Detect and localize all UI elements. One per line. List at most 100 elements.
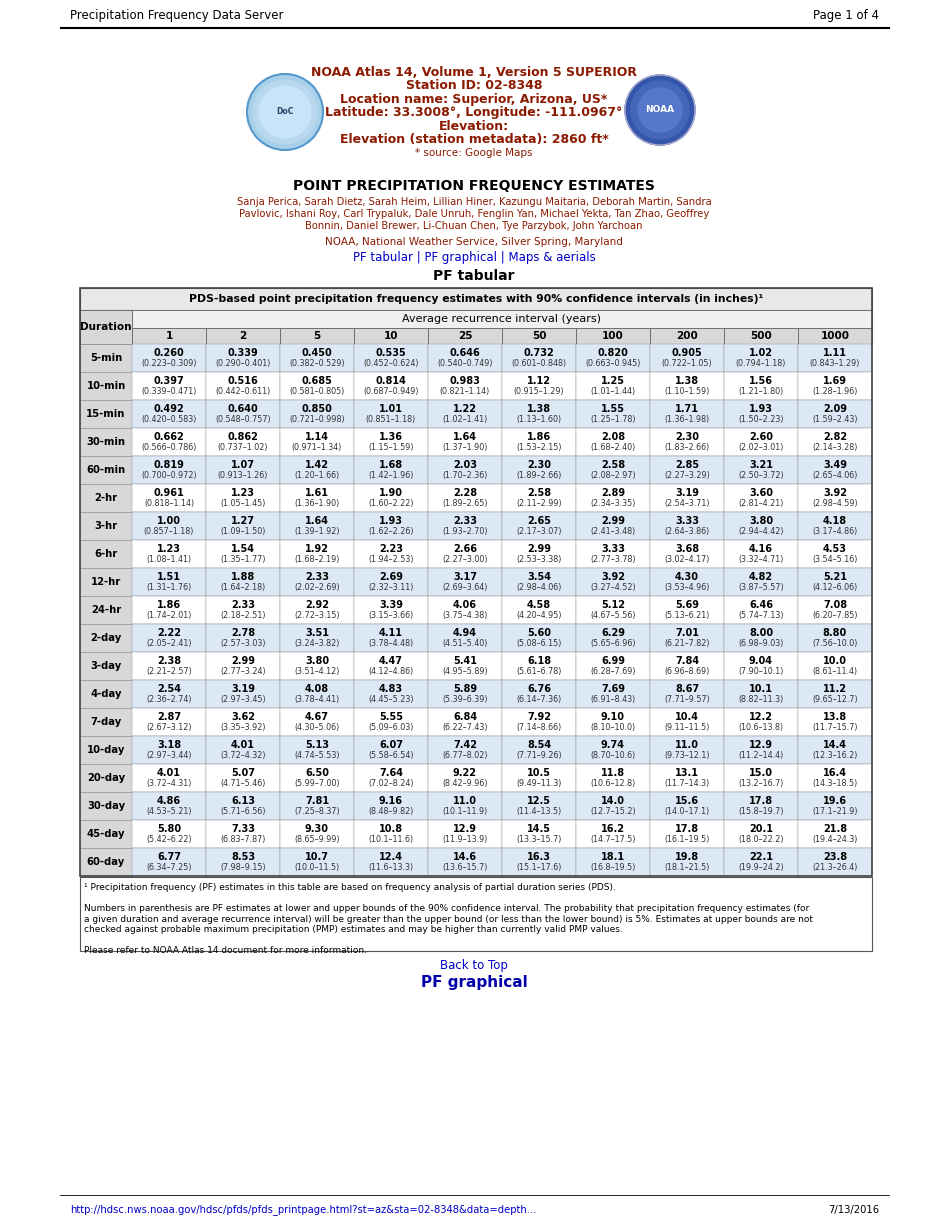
Text: (1.64–2.18): (1.64–2.18) bbox=[220, 583, 266, 592]
Bar bbox=[428, 568, 502, 596]
Text: (14.0–17.1): (14.0–17.1) bbox=[664, 807, 710, 816]
Bar bbox=[650, 708, 724, 736]
Text: (0.452–0.624): (0.452–0.624) bbox=[363, 359, 419, 369]
Text: 4.58: 4.58 bbox=[527, 600, 551, 611]
Text: 4.11: 4.11 bbox=[379, 628, 403, 638]
Text: (16.1–19.5): (16.1–19.5) bbox=[664, 834, 710, 844]
Text: 6.99: 6.99 bbox=[601, 656, 625, 666]
Bar bbox=[132, 820, 206, 848]
Text: 1.93: 1.93 bbox=[379, 516, 403, 526]
Bar bbox=[798, 820, 872, 848]
Text: 12.4: 12.4 bbox=[379, 852, 403, 863]
Bar bbox=[428, 764, 502, 791]
Text: (2.81–4.21): (2.81–4.21) bbox=[738, 499, 784, 508]
Bar bbox=[650, 653, 724, 680]
Text: (1.25–1.78): (1.25–1.78) bbox=[590, 415, 636, 424]
Text: 1.86: 1.86 bbox=[527, 433, 551, 442]
Text: (0.339–0.471): (0.339–0.471) bbox=[141, 387, 196, 396]
Text: 10-day: 10-day bbox=[86, 745, 125, 755]
Text: 7.81: 7.81 bbox=[305, 796, 329, 806]
Text: 0.339: 0.339 bbox=[228, 348, 258, 358]
Bar bbox=[206, 328, 280, 344]
Text: Latitude: 33.3008°, Longitude: -111.0967°: Latitude: 33.3008°, Longitude: -111.0967… bbox=[326, 106, 623, 119]
Bar bbox=[798, 708, 872, 736]
Bar bbox=[80, 820, 132, 848]
Text: 7.33: 7.33 bbox=[231, 825, 255, 834]
Text: 13.8: 13.8 bbox=[823, 713, 847, 723]
Text: (11.4–13.5): (11.4–13.5) bbox=[516, 807, 562, 816]
Bar bbox=[280, 848, 354, 876]
Bar bbox=[206, 484, 280, 512]
Text: 1.01: 1.01 bbox=[379, 404, 403, 414]
Text: (0.700–0.972): (0.700–0.972) bbox=[141, 471, 196, 481]
Bar bbox=[132, 653, 206, 680]
Bar bbox=[132, 540, 206, 568]
Bar bbox=[80, 596, 132, 624]
Text: 6.07: 6.07 bbox=[379, 740, 403, 750]
Text: 60-min: 60-min bbox=[86, 465, 125, 474]
Text: (16.8–19.5): (16.8–19.5) bbox=[590, 863, 636, 873]
Bar bbox=[206, 428, 280, 456]
Bar bbox=[650, 399, 724, 428]
Text: (6.20–7.85): (6.20–7.85) bbox=[812, 611, 858, 621]
Text: 2-day: 2-day bbox=[90, 633, 121, 643]
Bar bbox=[354, 568, 428, 596]
Text: (2.02–2.69): (2.02–2.69) bbox=[294, 583, 340, 592]
Bar bbox=[80, 791, 132, 820]
Bar bbox=[80, 848, 132, 876]
Text: (2.21–2.57): (2.21–2.57) bbox=[146, 667, 192, 676]
Bar bbox=[502, 736, 576, 764]
Text: (2.97–3.44): (2.97–3.44) bbox=[146, 751, 192, 760]
Text: 0.662: 0.662 bbox=[154, 433, 184, 442]
Text: 2.82: 2.82 bbox=[823, 433, 847, 442]
Bar bbox=[132, 512, 206, 540]
Bar bbox=[280, 399, 354, 428]
Text: 0.905: 0.905 bbox=[672, 348, 702, 358]
Text: (1.74–2.01): (1.74–2.01) bbox=[146, 611, 192, 621]
Text: 500: 500 bbox=[750, 331, 772, 340]
Text: (15.1–17.6): (15.1–17.6) bbox=[516, 863, 562, 873]
Bar bbox=[80, 456, 132, 484]
Text: 2.30: 2.30 bbox=[527, 460, 551, 471]
Text: 5.12: 5.12 bbox=[601, 600, 625, 611]
Bar bbox=[502, 848, 576, 876]
Text: 10.0: 10.0 bbox=[823, 656, 847, 666]
Text: (2.67–3.12): (2.67–3.12) bbox=[146, 723, 192, 732]
Bar bbox=[206, 848, 280, 876]
Bar bbox=[132, 428, 206, 456]
Text: 4.82: 4.82 bbox=[749, 573, 773, 583]
Bar bbox=[206, 372, 280, 399]
Bar bbox=[354, 328, 428, 344]
Text: (0.548–0.757): (0.548–0.757) bbox=[215, 415, 270, 424]
Text: (2.18–2.51): (2.18–2.51) bbox=[220, 611, 266, 621]
Text: 2.99: 2.99 bbox=[231, 656, 255, 666]
Bar bbox=[354, 708, 428, 736]
Text: 2.58: 2.58 bbox=[527, 488, 551, 498]
Text: (0.737–1.02): (0.737–1.02) bbox=[217, 444, 269, 452]
Bar bbox=[132, 708, 206, 736]
Text: 2.60: 2.60 bbox=[749, 433, 773, 442]
Bar bbox=[428, 820, 502, 848]
Text: 17.8: 17.8 bbox=[749, 796, 773, 806]
Text: (1.70–2.36): (1.70–2.36) bbox=[442, 471, 488, 481]
Text: (1.53–2.15): (1.53–2.15) bbox=[516, 444, 562, 452]
Bar bbox=[502, 372, 576, 399]
Circle shape bbox=[259, 86, 311, 138]
Text: 1.92: 1.92 bbox=[305, 544, 329, 554]
Bar bbox=[80, 344, 132, 372]
Text: (0.663–0.945): (0.663–0.945) bbox=[586, 359, 641, 369]
Bar bbox=[280, 512, 354, 540]
Text: 11.0: 11.0 bbox=[675, 740, 699, 750]
Bar bbox=[80, 428, 132, 456]
Bar bbox=[428, 680, 502, 708]
Bar bbox=[354, 484, 428, 512]
Text: (10.0–11.5): (10.0–11.5) bbox=[294, 863, 340, 873]
Text: (8.70–10.6): (8.70–10.6) bbox=[590, 751, 636, 760]
Bar bbox=[724, 540, 798, 568]
Text: 1.12: 1.12 bbox=[527, 376, 551, 386]
Text: (11.9–13.9): (11.9–13.9) bbox=[442, 834, 488, 844]
Bar bbox=[650, 764, 724, 791]
Text: 200: 200 bbox=[676, 331, 698, 340]
Bar bbox=[502, 568, 576, 596]
Text: 16.4: 16.4 bbox=[823, 768, 847, 778]
